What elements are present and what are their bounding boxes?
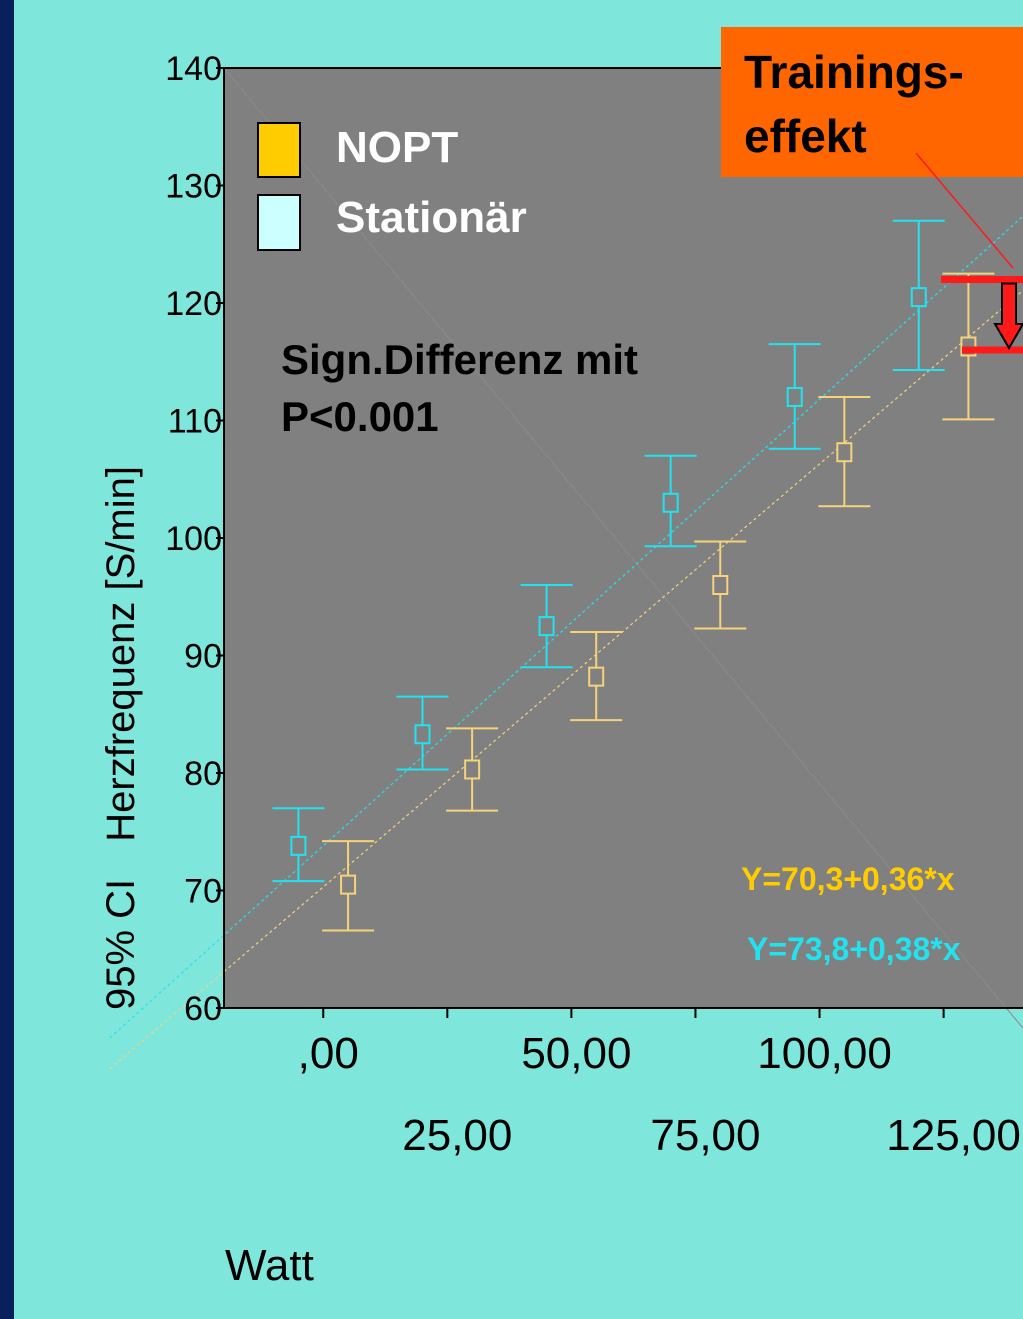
x-tick-label: 75,00 xyxy=(650,1111,760,1160)
significance-text-line2: P<0.001 xyxy=(281,393,439,440)
y-axis-title-main: Herzfrequenz [S/min] xyxy=(99,466,143,842)
y-tick-label: 90 xyxy=(184,638,222,676)
regression-label-stationaer: Y=73,8+0,38*x xyxy=(747,931,961,967)
y-tick-label: 110 xyxy=(168,403,222,441)
x-tick-label: 125,00 xyxy=(886,1111,1021,1160)
mean-marker xyxy=(662,492,679,513)
plot-diagonal xyxy=(223,67,1023,1029)
regression-line-stationaer xyxy=(109,215,1023,1039)
regression-label-nopt: Y=70,3+0,36*x xyxy=(741,861,955,897)
mean-marker xyxy=(910,287,927,308)
significance-text-line1: Sign.Differenz mit xyxy=(281,336,638,383)
x-axis-title: Watt xyxy=(225,1241,314,1290)
mean-marker xyxy=(464,759,481,780)
y-tick-label: 80 xyxy=(184,755,222,793)
x-tick-label: 25,00 xyxy=(402,1111,512,1160)
legend-swatch-nopt xyxy=(257,122,301,178)
mean-marker xyxy=(836,442,853,463)
x-tick-label: 50,00 xyxy=(521,1029,631,1078)
training-effect-arrow-icon xyxy=(993,282,1023,350)
training-effect-box xyxy=(721,27,1023,177)
legend-label-nopt: NOPT xyxy=(336,123,458,172)
errorbar-stationaer xyxy=(644,454,697,548)
errorbar-nopt xyxy=(818,396,871,508)
errorbar-stationaer xyxy=(520,584,573,669)
errorbar-stationaer xyxy=(396,695,449,771)
mean-marker xyxy=(290,835,307,856)
y-tick-label: 120 xyxy=(165,285,222,323)
errorbar-stationaer xyxy=(272,807,325,883)
legend-swatch-stationaer xyxy=(257,194,301,251)
y-tick-label: 140 xyxy=(165,50,222,88)
errorbar-nopt xyxy=(322,840,375,932)
legend-label-stationaer: Stationär xyxy=(336,193,527,242)
errorbar-nopt xyxy=(446,727,499,812)
heart-rate-chart: 60 70 80 90 100 110 120 130 140 ,00 50,00 100,00 25,… xyxy=(99,27,1023,1290)
mean-marker xyxy=(340,874,357,895)
errorbar-nopt xyxy=(570,631,623,722)
y-axis-title-prefix: 95% CI xyxy=(99,879,143,1010)
mean-marker xyxy=(712,575,729,595)
y-tick-label: 60 xyxy=(184,990,222,1028)
y-tick-label: 70 xyxy=(184,873,222,911)
mean-marker xyxy=(538,616,555,637)
y-tick-label: 130 xyxy=(165,168,222,206)
errorbar-nopt xyxy=(694,540,747,630)
mean-marker xyxy=(786,387,803,407)
y-tick-label: 100 xyxy=(165,520,222,558)
training-effect-text-line2: effekt xyxy=(744,110,867,162)
y-axis-title: 95% CI Herzfrequenz [S/min] xyxy=(99,466,143,1010)
mean-marker xyxy=(588,666,605,687)
training-effect-pointer xyxy=(915,152,1014,269)
regression-line-nopt xyxy=(109,290,1023,1070)
plot-area xyxy=(224,68,1023,1008)
slide-panel: 60 70 80 90 100 110 120 130 140 ,00 50,00 100,00 25,… xyxy=(14,0,1023,1319)
training-effect-text-line1: Trainings- xyxy=(744,46,964,98)
x-tick-label: ,00 xyxy=(298,1029,359,1078)
mean-marker xyxy=(414,724,431,745)
errorbar-stationaer xyxy=(768,343,821,450)
x-tick-label: 100,00 xyxy=(757,1029,892,1078)
errorbar-stationaer xyxy=(892,219,945,371)
